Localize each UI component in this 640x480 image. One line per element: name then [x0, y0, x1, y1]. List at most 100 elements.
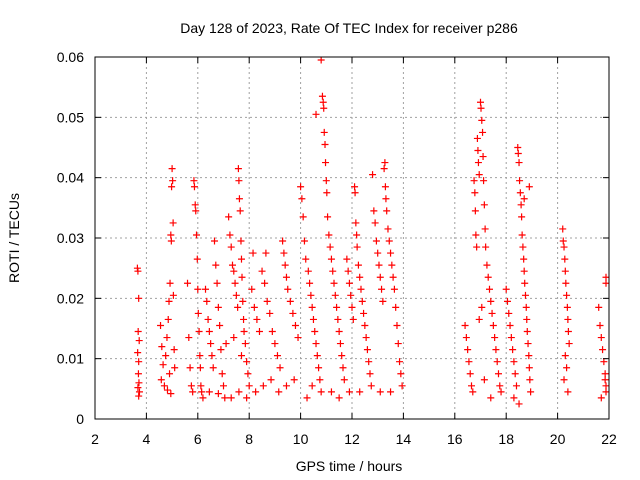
- data-points: [133, 56, 610, 408]
- data-point: [487, 394, 495, 402]
- data-point: [252, 388, 260, 396]
- data-point: [365, 358, 373, 366]
- data-point: [563, 364, 571, 372]
- data-point: [304, 267, 312, 275]
- data-point: [324, 213, 332, 221]
- data-point: [491, 334, 499, 342]
- data-point: [163, 334, 171, 342]
- data-point: [514, 144, 522, 151]
- data-point: [516, 189, 524, 197]
- x-tick-label: 10: [293, 431, 309, 447]
- data-point: [507, 334, 515, 342]
- data-point: [320, 128, 328, 136]
- data-point: [520, 255, 528, 263]
- data-point: [135, 392, 143, 400]
- data-point: [343, 255, 351, 263]
- data-point: [396, 358, 404, 366]
- data-point: [505, 309, 513, 317]
- data-point: [353, 231, 361, 239]
- data-point: [313, 352, 321, 360]
- data-point: [515, 159, 523, 167]
- data-point: [387, 249, 395, 257]
- data-point: [597, 334, 605, 342]
- data-point: [164, 315, 172, 323]
- data-point: [134, 328, 142, 336]
- data-point: [492, 346, 500, 354]
- data-point: [335, 328, 343, 336]
- data-point: [167, 237, 175, 245]
- data-point: [243, 394, 251, 402]
- data-point: [523, 315, 531, 323]
- y-tick-label: 0.04: [57, 170, 84, 186]
- data-point: [267, 376, 275, 384]
- data-point: [477, 98, 484, 106]
- data-point: [517, 201, 525, 209]
- data-point: [525, 183, 533, 191]
- data-point: [503, 297, 511, 305]
- data-point: [243, 358, 251, 366]
- data-point: [273, 352, 281, 360]
- data-point: [214, 390, 222, 398]
- data-point: [197, 382, 205, 390]
- data-point: [599, 346, 607, 354]
- data-point: [302, 255, 310, 263]
- data-point: [475, 171, 483, 179]
- data-point: [493, 358, 501, 366]
- data-point: [297, 183, 305, 191]
- data-point: [298, 195, 306, 203]
- x-tick-label: 12: [344, 431, 360, 447]
- data-point: [375, 261, 383, 269]
- data-point: [474, 159, 482, 167]
- data-point: [347, 291, 355, 299]
- data-point: [162, 352, 170, 360]
- data-point: [329, 267, 337, 275]
- data-point: [262, 249, 270, 257]
- data-point: [240, 328, 248, 336]
- data-point: [518, 213, 526, 221]
- data-point: [227, 243, 235, 251]
- data-point: [213, 279, 221, 287]
- data-point: [511, 370, 519, 378]
- data-point: [333, 303, 341, 311]
- data-point: [525, 352, 533, 360]
- data-point: [563, 291, 571, 299]
- x-tick-label: 22: [601, 431, 617, 447]
- data-point: [509, 346, 517, 354]
- data-point: [322, 177, 330, 185]
- data-point: [357, 285, 365, 293]
- data-point: [471, 189, 479, 197]
- data-point: [366, 370, 374, 378]
- data-point: [318, 92, 326, 100]
- data-point: [466, 370, 474, 378]
- data-point: [158, 343, 166, 351]
- data-point: [336, 340, 344, 348]
- data-point: [214, 303, 222, 311]
- data-point: [496, 382, 504, 390]
- data-point: [525, 364, 533, 372]
- data-point: [204, 315, 212, 323]
- data-point: [382, 195, 390, 203]
- data-point: [471, 207, 479, 215]
- data-point: [168, 183, 176, 191]
- data-point: [497, 388, 505, 396]
- data-point: [602, 388, 610, 396]
- data-point: [169, 177, 177, 185]
- data-point: [384, 225, 392, 233]
- data-point: [595, 303, 603, 311]
- data-point: [398, 382, 406, 390]
- data-point: [135, 388, 143, 396]
- data-point: [171, 364, 179, 372]
- data-point: [376, 388, 384, 396]
- data-point: [392, 303, 400, 311]
- y-axis-ticks: 0 0.01 0.02 0.03 0.04 0.05 0.06: [57, 49, 609, 427]
- data-point: [480, 201, 488, 209]
- data-point: [184, 279, 192, 287]
- x-tick-label: 18: [498, 431, 514, 447]
- data-point: [208, 352, 216, 360]
- data-point: [241, 340, 249, 348]
- data-point: [602, 273, 610, 281]
- data-point: [344, 267, 352, 275]
- x-tick-label: 4: [143, 431, 151, 447]
- x-tick-label: 8: [245, 431, 253, 447]
- data-point: [189, 388, 197, 396]
